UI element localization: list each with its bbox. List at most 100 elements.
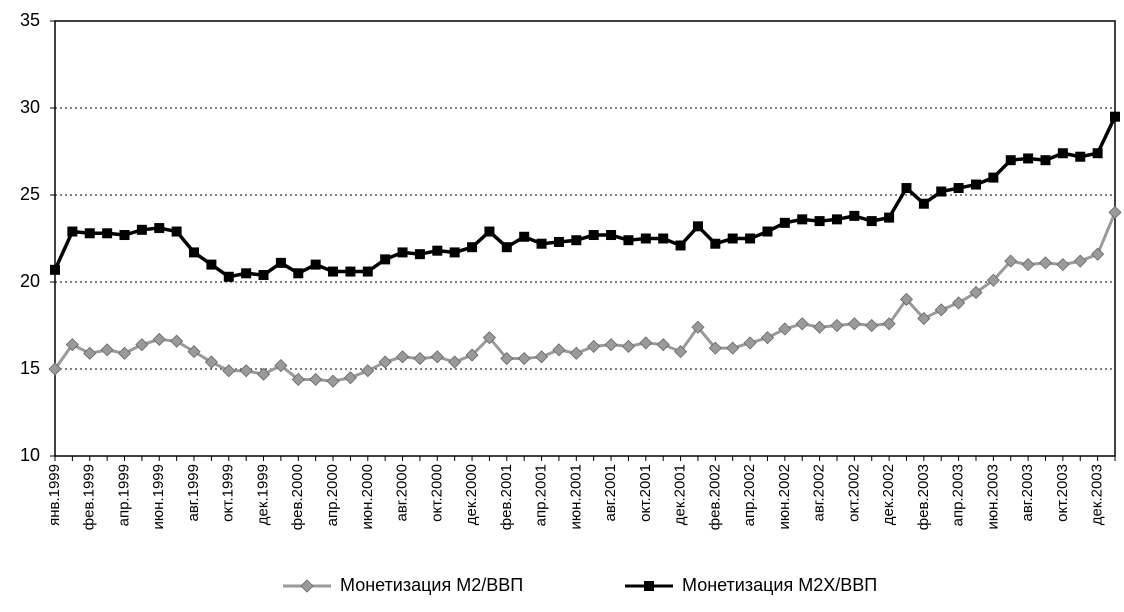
- point: [170, 334, 184, 348]
- point: [814, 216, 825, 227]
- point: [136, 224, 147, 235]
- point: [969, 285, 983, 300]
- point: [501, 242, 512, 253]
- point: [414, 249, 425, 260]
- point: [258, 270, 269, 281]
- y-tick-label: 10: [20, 445, 40, 465]
- x-tick-label: дек.2003: [1089, 464, 1106, 525]
- point: [517, 351, 531, 366]
- point: [970, 179, 981, 190]
- point: [291, 372, 305, 387]
- x-tick-label: авг.1999: [185, 464, 202, 522]
- x-tick-label: дек.2000: [463, 464, 480, 525]
- point: [448, 355, 462, 369]
- point: [519, 231, 530, 242]
- point: [1057, 148, 1068, 159]
- point: [762, 226, 773, 237]
- x-tick-label: июн.1999: [150, 464, 167, 529]
- point: [644, 581, 654, 591]
- x-tick-label: июн.2000: [359, 464, 376, 529]
- point: [831, 214, 842, 225]
- point: [743, 336, 757, 350]
- point: [449, 247, 460, 258]
- x-tick-label: окт.2003: [1054, 464, 1071, 522]
- point: [882, 317, 896, 331]
- point: [310, 259, 321, 270]
- point: [326, 374, 340, 388]
- x-tick-label: янв.1999: [46, 464, 63, 526]
- x-tick-label: окт.2000: [428, 464, 445, 522]
- point: [1092, 148, 1103, 159]
- point: [500, 351, 514, 366]
- x-tick-label: апр.1999: [115, 464, 132, 526]
- point: [1073, 254, 1087, 268]
- point: [692, 221, 703, 232]
- point: [84, 228, 95, 239]
- point: [395, 350, 410, 364]
- point: [1110, 111, 1120, 122]
- x-tick-label: дек.2001: [672, 464, 689, 525]
- point: [691, 320, 705, 334]
- point: [708, 341, 722, 355]
- point: [640, 233, 651, 244]
- point: [204, 355, 218, 369]
- point: [795, 317, 809, 331]
- point: [866, 216, 877, 227]
- point: [830, 318, 844, 333]
- point: [1004, 254, 1018, 268]
- point: [187, 345, 201, 359]
- legend-label: Монетизация М2Х/ВВП: [682, 575, 877, 595]
- point: [884, 212, 895, 223]
- point: [1021, 258, 1035, 272]
- point: [432, 245, 443, 256]
- point: [604, 338, 618, 352]
- point: [1091, 247, 1105, 261]
- point: [239, 364, 253, 378]
- point: [275, 257, 286, 268]
- point: [100, 343, 114, 357]
- point: [726, 341, 740, 355]
- point: [760, 331, 775, 345]
- x-tick-label: фев.1999: [81, 464, 98, 530]
- point: [621, 339, 636, 353]
- point: [102, 228, 113, 239]
- point: [571, 235, 582, 246]
- point: [1023, 153, 1034, 164]
- y-tick-label: 30: [20, 97, 40, 117]
- x-tick-label: апр.2002: [741, 464, 758, 526]
- point: [482, 331, 496, 345]
- point: [241, 268, 252, 279]
- x-tick-label: авг.2001: [602, 464, 619, 522]
- point: [293, 268, 304, 279]
- point: [534, 350, 549, 364]
- series-line: [53, 115, 1117, 279]
- point: [745, 233, 756, 244]
- point: [48, 362, 62, 376]
- point: [152, 332, 166, 346]
- point: [901, 183, 912, 194]
- point: [1040, 155, 1051, 166]
- point: [1005, 155, 1016, 166]
- point: [309, 372, 323, 387]
- point: [117, 346, 132, 360]
- point: [83, 346, 97, 360]
- point: [658, 233, 669, 244]
- point: [300, 579, 314, 593]
- x-tick-label: окт.2001: [637, 464, 654, 522]
- point: [65, 338, 79, 352]
- point: [1038, 256, 1053, 270]
- point: [171, 226, 182, 237]
- x-tick-label: фев.2002: [706, 464, 723, 530]
- x-tick-label: апр.2003: [950, 464, 967, 526]
- x-tick-label: авг.2000: [394, 464, 411, 522]
- point: [606, 230, 617, 241]
- point: [674, 345, 688, 359]
- point: [553, 236, 564, 247]
- point: [189, 247, 200, 258]
- x-tick-label: авг.2003: [1019, 464, 1036, 522]
- y-tick-label: 35: [20, 10, 40, 30]
- point: [361, 364, 375, 378]
- point: [206, 259, 217, 270]
- point: [222, 364, 236, 378]
- x-tick-label: фев.2000: [289, 464, 306, 530]
